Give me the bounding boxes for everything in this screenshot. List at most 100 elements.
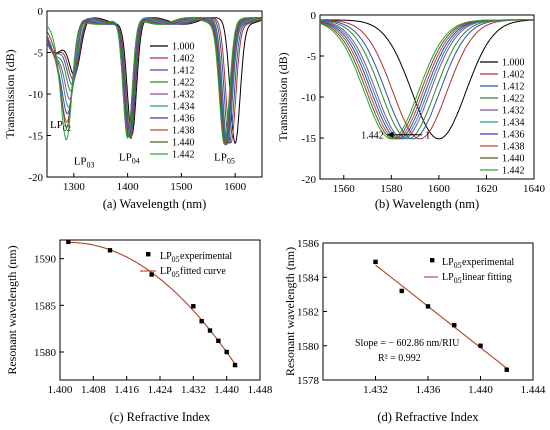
- panel-c-data-point: [66, 239, 71, 245]
- panel-d-caption: (d) Refractive Index: [377, 410, 479, 424]
- panel-c-data-point: [224, 349, 229, 355]
- panel-d-legend-label: LP05: [442, 257, 462, 270]
- panel-d-data-point: [373, 259, 378, 265]
- panel-a-ytick-label: -20: [28, 172, 43, 184]
- panel-d-xtick-label: 1.432: [363, 384, 388, 396]
- panel-c-data-point: [207, 328, 213, 333]
- panel-b-legend-label: 1.440: [502, 154, 525, 165]
- panel-a-caption: (a) Wavelength (nm): [103, 197, 207, 211]
- panel-a-mode-label: LP04: [119, 151, 140, 165]
- panel-b-legend-label: 1.438: [502, 142, 525, 153]
- panel-d-data-point: [425, 304, 431, 309]
- panel-c-data-point: [216, 338, 221, 343]
- panel-b-legend-label: 1.412: [502, 82, 525, 93]
- panel-a-legend-label: 1.000: [172, 42, 195, 53]
- panel-d-r2-text: R² = 0.992: [378, 353, 421, 364]
- panel-b-legend-label: 1.402: [502, 70, 525, 81]
- panel-b-ytick-label: -15: [301, 133, 316, 145]
- panel-c-xtick-label: 1.416: [114, 384, 139, 396]
- panel-a-legend-bg: [146, 38, 212, 162]
- panel-a-legend-label: 1.434: [172, 102, 195, 113]
- panel-b-xtick-label: 1620: [475, 183, 498, 195]
- panel-c-ytick-label: 1590: [34, 254, 57, 266]
- panel-b-legend-label: 1.432: [502, 106, 525, 117]
- panel-b-legend-label: 1.422: [502, 94, 525, 105]
- panel-c-xtick-label: 1.432: [181, 384, 206, 396]
- panel-a-legend-label: 1.438: [172, 126, 195, 137]
- panel-d-data-point: [504, 367, 509, 372]
- panel-c-data-point: [107, 248, 113, 253]
- panel-a-legend-label: 1.440: [172, 138, 195, 149]
- panel-a-series-line: [47, 17, 262, 144]
- panel-d-data-point: [452, 323, 457, 328]
- panel-b-ytick-label: -5: [307, 51, 317, 63]
- panel-d-data-point: [478, 343, 483, 348]
- panel-d-ytick-label: 1582: [297, 307, 319, 319]
- panel-c-data-point: [149, 272, 154, 277]
- panel-b-arrowhead-icon: [386, 131, 394, 138]
- panel-b-series-line: [320, 19, 534, 140]
- panel-d-legend-label: experimental: [462, 257, 514, 268]
- panel-a-xtick-label: 1600: [224, 181, 247, 193]
- panel-c-ylabel: Resonant wavelength (nm): [5, 245, 19, 374]
- panel-c-legend-label: experimental: [180, 251, 232, 262]
- panel-a-legend-label: 1.436: [172, 114, 195, 125]
- panel-b-arrow-start-label: 1.442: [361, 131, 384, 142]
- panel-b-xtick-label: 1640: [523, 183, 546, 195]
- panel-d-xtick-label: 1.440: [468, 384, 493, 396]
- panel-d-ytick-label: 1578: [297, 375, 320, 387]
- panel-c-legend-label: LP05: [160, 266, 180, 279]
- panel-c-legend-label: LP05: [160, 251, 180, 264]
- panel-c-data-point: [199, 319, 204, 324]
- panel-a-mode-label: LP02: [50, 119, 71, 133]
- panel-b-ytick-label: 0: [311, 10, 317, 22]
- panel-d-legend-label: linear fitting: [462, 272, 512, 283]
- panel-b-caption: (b) Wavelength (nm): [375, 197, 479, 211]
- panel-c-xtick-label: 1.448: [248, 384, 273, 396]
- panel-b-xtick-label: 1560: [333, 183, 356, 195]
- panel-b-legend-label: 1.442: [502, 166, 525, 177]
- panel-c-caption: (c) Refractive Index: [110, 410, 211, 424]
- panel-b-ylabel: Transmission (dB): [276, 52, 290, 141]
- panel-b-xtick-label: 1600: [428, 183, 451, 195]
- panel-a-ytick-label: -5: [34, 48, 44, 60]
- panel-b-series-line: [320, 19, 534, 140]
- panel-c-ytick-label: 1580: [34, 347, 57, 359]
- panel-a-xtick-label: 1300: [63, 181, 86, 193]
- panel-c-data-point: [191, 304, 196, 309]
- panel-b-arrow-end-label: 1: [425, 131, 430, 142]
- panel-d-ytick-label: 1586: [297, 238, 320, 250]
- panel-d-legend-marker: [430, 258, 435, 263]
- panel-a-ytick-label: -15: [28, 131, 43, 143]
- panel-d-xtick-label: 1.444: [521, 384, 546, 396]
- panel-b-legend-label: 1.000: [502, 58, 525, 69]
- panel-b-xtick-label: 1580: [380, 183, 403, 195]
- panel-a-ytick-label: 0: [38, 6, 44, 18]
- panel-a-xtick-label: 1500: [170, 181, 193, 193]
- panel-d-xtick-label: 1.436: [416, 384, 441, 396]
- panel-c-legend-label: fitted curve: [180, 266, 226, 277]
- panel-c-xtick-label: 1.424: [148, 384, 173, 396]
- panel-d-ylabel: Resonant wavelength (nm): [283, 247, 297, 376]
- panel-b-legend-label: 1.436: [502, 130, 525, 141]
- panel-d-slope-text: Slope = − 602.86 nm/RIU: [355, 338, 460, 349]
- panel-b-ytick-label: -10: [301, 92, 316, 104]
- panel-c-data-point: [232, 362, 238, 368]
- panel-d-fit-line: [375, 264, 508, 369]
- panel-a-series-line: [47, 17, 262, 145]
- panel-a-mode-label: LP03: [74, 155, 95, 169]
- panel-c-ytick-label: 1585: [34, 300, 57, 312]
- panel-b-series-line: [320, 19, 534, 140]
- panel-d-ytick-label: 1580: [297, 341, 320, 353]
- panel-d-legend-label: LP05: [442, 272, 462, 285]
- panel-d-ytick-label: 1584: [297, 272, 320, 284]
- panel-a-legend-label: 1.432: [172, 90, 195, 101]
- panel-c-xtick-label: 1.400: [48, 384, 73, 396]
- panel-a-ylabel: Transmission (dB): [3, 49, 17, 138]
- panel-a-xtick-label: 1400: [117, 181, 140, 193]
- panel-c-xtick-label: 1.440: [214, 384, 239, 396]
- panel-a-series-line: [47, 17, 262, 144]
- panel-b-ytick-label: -20: [301, 174, 316, 186]
- panel-a-series-line: [47, 17, 262, 146]
